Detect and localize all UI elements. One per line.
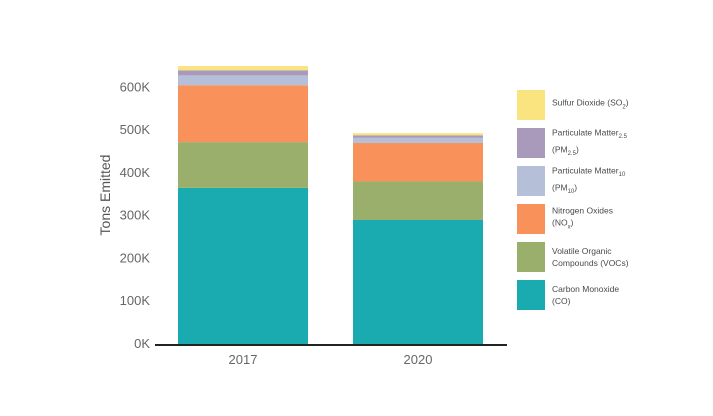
bar-segment [178, 187, 308, 344]
bar-segment [353, 137, 483, 143]
legend-item-so2: Sulfur Dioxide (SO2) [517, 90, 707, 120]
legend-label: Particulate Matter10 (PM10) [552, 165, 626, 195]
bar-segment [353, 142, 483, 182]
bar-segment [178, 66, 308, 71]
bar-segment [178, 70, 308, 76]
legend-swatch [517, 242, 545, 272]
bar-segment [353, 133, 483, 136]
y-tick-label: 600K [120, 79, 151, 94]
bar-segment [353, 135, 483, 138]
legend-swatch [517, 90, 545, 120]
legend-swatch [517, 280, 545, 310]
y-tick-label: 400K [120, 165, 151, 180]
legend-label: Nitrogen Oxides (NOx) [552, 205, 613, 231]
y-tick-label: 300K [120, 208, 151, 223]
legend-item-pm10: Particulate Matter10 (PM10) [517, 165, 707, 196]
y-axis-title: Tons Emitted [97, 155, 113, 236]
legend-item-pm25: Particulate Matter2.5 (PM2.5) [517, 127, 707, 158]
y-axis-ticks: 0K 100K 200K 300K 400K 500K 600K [120, 79, 151, 351]
y-tick-label: 100K [120, 293, 151, 308]
legend-label: Volatile Organic Compounds (VOCs) [552, 246, 629, 268]
x-axis-ticks: 2017 2020 [229, 352, 433, 367]
x-tick-label: 2020 [404, 352, 433, 367]
legend-label: Carbon Monoxide (CO) [552, 284, 620, 306]
bar-stacks [178, 66, 483, 344]
legend-item-voc: Volatile Organic Compounds (VOCs) [517, 242, 707, 272]
bar-segment [353, 219, 483, 344]
legend-swatch [517, 128, 545, 158]
bar-segment [178, 85, 308, 143]
y-tick-label: 500K [120, 122, 151, 137]
bar-segment [178, 75, 308, 86]
y-tick-label: 200K [120, 250, 151, 265]
bar-segment [178, 142, 308, 188]
legend-item-co: Carbon Monoxide (CO) [517, 280, 707, 310]
legend-swatch [517, 166, 545, 196]
x-tick-label: 2017 [229, 352, 258, 367]
bar-segment [353, 181, 483, 220]
legend-item-nox: Nitrogen Oxides (NOx) [517, 204, 707, 234]
legend-label: Sulfur Dioxide (SO2) [552, 97, 629, 111]
legend-swatch [517, 204, 545, 234]
y-tick-label: 0K [134, 336, 150, 351]
legend-label: Particulate Matter2.5 (PM2.5) [552, 127, 627, 157]
